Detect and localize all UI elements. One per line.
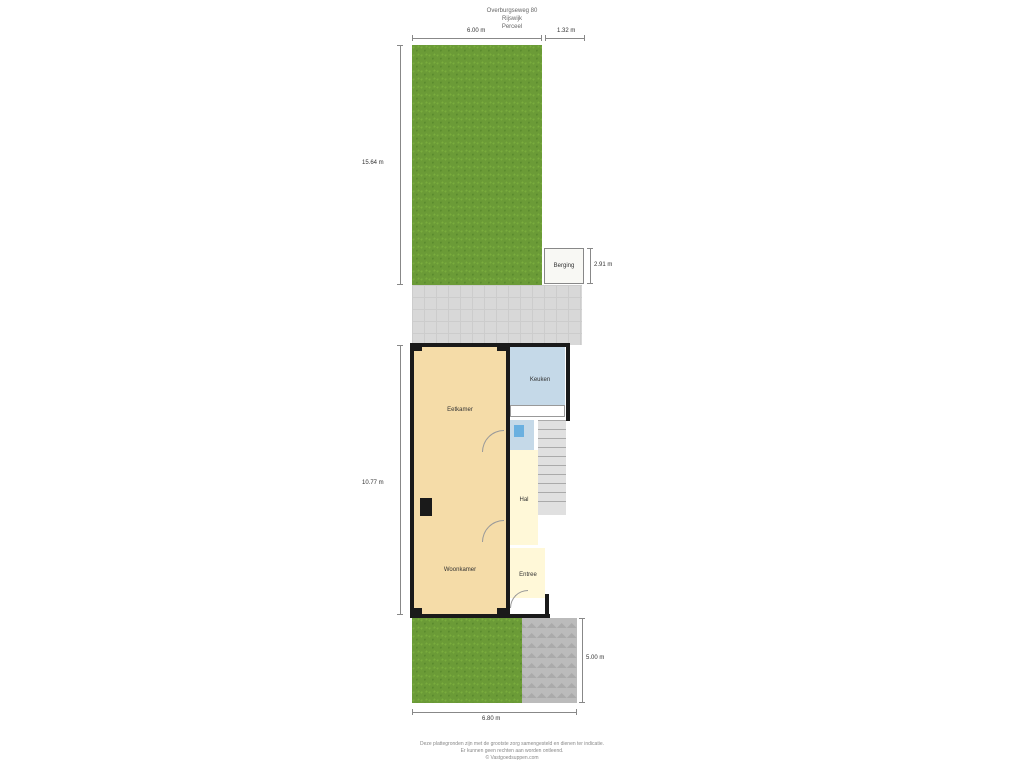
footer-line2: Er kunnen geen rechten aan worden ontlee… [312,748,712,755]
wall-5 [545,594,549,618]
label-hal: Hal [519,497,528,503]
region-patio [412,285,582,345]
dim-label-right2: 5.00 m [586,655,604,661]
dim-label-bottom: 6.80 m [482,716,500,722]
dim-label-left1: 15.64 m [362,160,384,166]
dim-label-top1: 6.00 m [467,28,485,34]
dim-label-right1: 2.91 m [594,262,612,268]
wall-8 [412,608,422,616]
stair-tread-7 [538,483,566,484]
dim-line-right2 [582,618,583,703]
wall-1 [410,343,414,618]
stair-tread-2 [538,438,566,439]
region-front_path [522,618,577,703]
stair-tread-0 [538,420,566,421]
fixture-fireplace [420,498,432,516]
dim-line-left1 [400,45,401,285]
label-woonkamer: Woonkamer [444,567,476,573]
stair-tread-9 [538,501,566,502]
dim-label-left2: 10.77 m [362,480,384,486]
region-living_block [412,345,507,615]
dim-line-right1 [590,248,591,284]
label-eetkamer: Eetkamer [447,407,473,413]
dim-line-left2 [400,345,401,615]
wall-0 [410,343,570,347]
wall-6 [412,343,422,351]
region-front_garden [412,618,522,703]
stair-tread-6 [538,474,566,475]
label-keuken: Keuken [530,377,550,383]
dim-line-bottom [412,712,577,713]
label-entree: Entree [519,572,537,578]
label-berging: Berging [554,263,575,269]
wall-9 [497,608,507,616]
footer-disclaimer: Deze plattegronden zijn met de grootste … [312,741,712,762]
wall-7 [497,343,507,351]
region-back_garden [412,45,542,285]
footer-line1: Deze plattegronden zijn met de grootste … [312,741,712,748]
wall-4 [506,343,510,618]
dim-label-top2: 1.32 m [557,28,575,34]
stair-tread-8 [538,492,566,493]
stair-tread-4 [538,456,566,457]
wall-2 [410,614,550,618]
wall-3 [566,343,570,421]
footer-line3: © Vastgoedsuppen.com [312,755,712,762]
stair-tread-5 [538,465,566,466]
header-title: Overburgseweg 80 Rijswijk Perceel [487,8,538,31]
stair-tread-1 [538,429,566,430]
address-line2: Rijswijk [487,16,538,24]
dim-line-top2 [545,38,585,39]
fixture-wc [514,425,524,437]
dim-line-top1 [412,38,542,39]
stair-tread-3 [538,447,566,448]
floorplan-canvas: Berging Keuken Eetkamer Hal Woonkamer Entree 6… [382,30,642,730]
fixture-counter [510,405,565,417]
address-line1: Overburgseweg 80 [487,8,538,16]
